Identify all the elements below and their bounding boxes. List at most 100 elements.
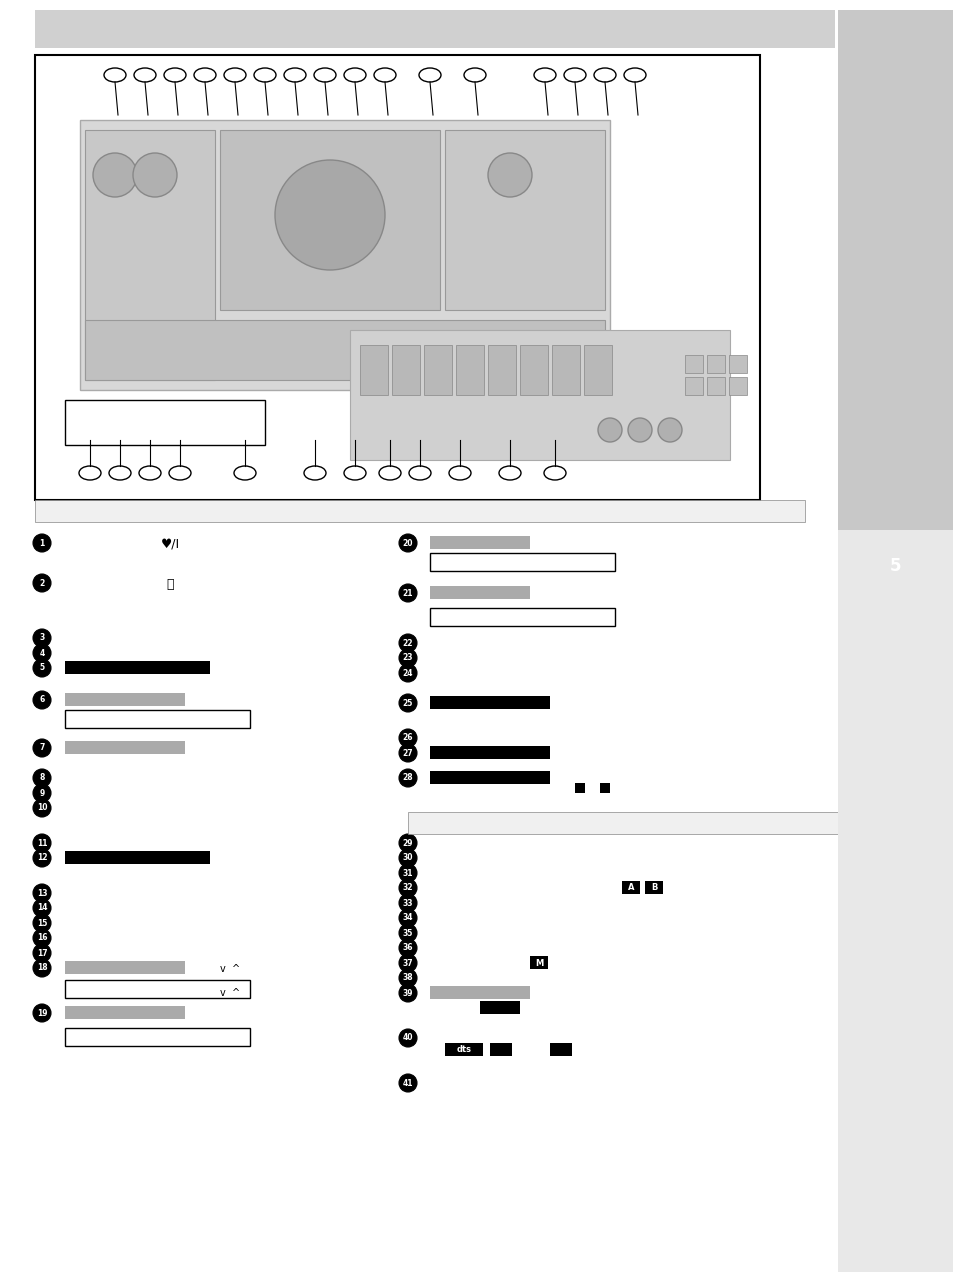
Circle shape (33, 884, 51, 902)
Bar (35, 55, 760, 500)
Ellipse shape (164, 67, 186, 81)
Circle shape (33, 848, 51, 868)
Text: 19: 19 (37, 1009, 48, 1018)
Bar (430, 536, 530, 550)
Bar (430, 745, 550, 759)
Text: 30: 30 (402, 854, 413, 862)
Bar (85, 321, 604, 380)
Text: 21: 21 (402, 589, 413, 598)
Bar (65, 399, 265, 445)
Text: 37: 37 (402, 959, 413, 968)
Circle shape (398, 985, 416, 1002)
Bar (444, 130, 604, 310)
Circle shape (33, 944, 51, 962)
Circle shape (398, 954, 416, 972)
Bar (530, 957, 547, 969)
Text: 35: 35 (402, 929, 413, 937)
Bar (65, 851, 210, 864)
Bar (550, 1043, 572, 1056)
Ellipse shape (139, 466, 161, 480)
Bar (519, 345, 547, 396)
Text: 24: 24 (402, 669, 413, 678)
Bar (456, 345, 483, 396)
Text: ♥/I: ♥/I (160, 538, 179, 551)
Text: 18: 18 (36, 963, 48, 973)
Bar (35, 10, 834, 48)
Circle shape (33, 574, 51, 591)
Bar (444, 1043, 482, 1056)
Ellipse shape (133, 67, 156, 81)
Circle shape (33, 929, 51, 946)
Circle shape (398, 695, 416, 712)
Circle shape (398, 664, 416, 682)
Text: 25: 25 (402, 698, 413, 707)
Circle shape (33, 644, 51, 661)
Ellipse shape (498, 466, 520, 480)
Text: 8: 8 (39, 773, 45, 782)
Circle shape (398, 909, 416, 927)
Text: 10: 10 (37, 804, 48, 813)
Text: 40: 40 (402, 1033, 413, 1043)
Circle shape (398, 834, 416, 852)
Text: 13: 13 (37, 889, 48, 898)
Bar (65, 979, 250, 999)
Text: v  ^: v ^ (220, 988, 240, 999)
Ellipse shape (109, 466, 131, 480)
Bar (65, 693, 185, 706)
Bar (837, 1233, 953, 1267)
Bar (85, 130, 214, 380)
Ellipse shape (304, 466, 326, 480)
Text: 6: 6 (39, 696, 45, 705)
Text: B: B (650, 884, 657, 893)
Ellipse shape (344, 466, 366, 480)
Circle shape (398, 923, 416, 943)
Text: 32: 32 (402, 884, 413, 893)
Text: dts: dts (456, 1046, 471, 1054)
Ellipse shape (534, 67, 556, 81)
Bar (599, 784, 609, 792)
Circle shape (398, 879, 416, 897)
Ellipse shape (418, 67, 440, 81)
Ellipse shape (224, 67, 246, 81)
Circle shape (398, 1029, 416, 1047)
Text: 27: 27 (402, 748, 413, 758)
Circle shape (33, 799, 51, 817)
Text: 14: 14 (37, 903, 48, 912)
Bar (552, 345, 579, 396)
Circle shape (398, 633, 416, 653)
Circle shape (33, 739, 51, 757)
Bar (65, 1028, 250, 1046)
Text: 5: 5 (889, 557, 901, 575)
Text: 7: 7 (39, 744, 45, 753)
Bar (644, 881, 662, 894)
Ellipse shape (193, 67, 215, 81)
Text: v  ^: v ^ (220, 964, 240, 974)
Circle shape (33, 959, 51, 977)
Text: 23: 23 (402, 654, 413, 663)
Bar (65, 661, 210, 674)
Bar (430, 586, 530, 599)
Circle shape (398, 744, 416, 762)
Ellipse shape (594, 67, 616, 81)
Text: 15: 15 (37, 918, 47, 927)
Text: 16: 16 (37, 934, 48, 943)
Bar (706, 355, 724, 373)
Text: 1: 1 (39, 538, 45, 547)
Circle shape (33, 628, 51, 647)
Bar (80, 120, 609, 391)
Ellipse shape (344, 67, 366, 81)
Circle shape (92, 153, 137, 197)
Bar (430, 553, 615, 571)
Bar (728, 355, 746, 373)
Bar (408, 812, 953, 834)
Bar (65, 962, 185, 974)
Circle shape (488, 153, 532, 197)
Text: 5: 5 (39, 664, 45, 673)
Bar (430, 696, 550, 709)
Ellipse shape (169, 466, 191, 480)
Bar (837, 548, 953, 583)
Bar (423, 345, 452, 396)
Circle shape (33, 784, 51, 803)
Text: 9: 9 (39, 789, 45, 798)
Circle shape (398, 584, 416, 602)
